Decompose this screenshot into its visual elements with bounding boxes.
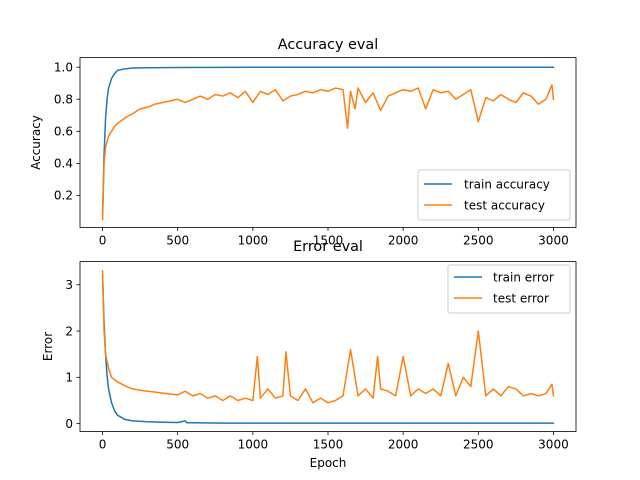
error-y-axis-label: Error: [41, 332, 55, 361]
legend-label-train-error: train error: [493, 271, 554, 285]
accuracy-x-tick-label: 3000: [538, 234, 569, 248]
accuracy-series-group: [101, 66, 555, 221]
error-x-tick-label: 500: [166, 438, 189, 452]
error-x-tick-label: 1500: [313, 438, 344, 452]
accuracy-y-tick-label: 0.2: [54, 189, 73, 203]
error-x-tick-label: 3000: [538, 438, 569, 452]
error-x-axis-label: Epoch: [310, 456, 347, 470]
series-line-train-error: [101, 274, 555, 424]
legend-label-test-accuracy: test accuracy: [464, 199, 545, 213]
series-line-test-accuracy: [101, 84, 555, 221]
accuracy-title: Accuracy eval: [278, 37, 378, 53]
accuracy-x-tick-label: 0: [99, 234, 107, 248]
accuracy-plot-frame: [79, 57, 577, 228]
error-legend: train error test error: [447, 264, 571, 314]
accuracy-x-tick-label: 1000: [238, 234, 269, 248]
error-x-tick-label: 2500: [463, 438, 494, 452]
error-x-tick-label: 2000: [388, 438, 419, 452]
accuracy-panel: Accuracy eval Accuracy 0 500 1000 1500 2000 2…: [29, 37, 577, 248]
error-y-tick-label: 0: [65, 417, 73, 431]
error-x-tick-label: 0: [99, 438, 107, 452]
error-y-tick-label: 2: [65, 324, 73, 338]
accuracy-y-tick-label: 1.0: [54, 61, 73, 75]
accuracy-y-tick-label: 0.6: [54, 125, 73, 139]
accuracy-legend: train accuracy test accuracy: [417, 169, 571, 221]
accuracy-y-tick-label: 0.8: [54, 93, 73, 107]
accuracy-x-tick-label: 2000: [388, 234, 419, 248]
error-plot-frame: [79, 261, 577, 432]
accuracy-x-tick-label: 1500: [313, 234, 344, 248]
legend-label-test-error: test error: [493, 292, 549, 306]
accuracy-legend-box: [417, 169, 571, 221]
error-y-tick-label: 3: [65, 278, 73, 292]
error-axes: 0 500 1000 1500 2000 2500 3000 0 1 2 3: [65, 278, 568, 451]
error-x-tick-label: 1000: [238, 438, 269, 452]
error-title: Error eval: [293, 239, 363, 255]
accuracy-x-tick-label: 500: [166, 234, 189, 248]
error-y-tick-label: 1: [65, 371, 73, 385]
error-panel: Error eval Error Epoch 0 500 1000 1500 2000 2…: [41, 239, 577, 470]
legend-label-train-accuracy: train accuracy: [464, 178, 550, 192]
accuracy-axes: 0 500 1000 1500 2000 2500 3000 0.2 0.4 0.6 0.8 1.0: [54, 61, 569, 248]
series-line-train-accuracy: [101, 66, 555, 216]
error-series-group: [101, 270, 555, 424]
accuracy-y-axis-label: Accuracy: [29, 115, 43, 170]
accuracy-x-tick-label: 2500: [463, 234, 494, 248]
series-line-test-error: [101, 270, 555, 404]
accuracy-y-tick-label: 0.4: [54, 157, 73, 171]
